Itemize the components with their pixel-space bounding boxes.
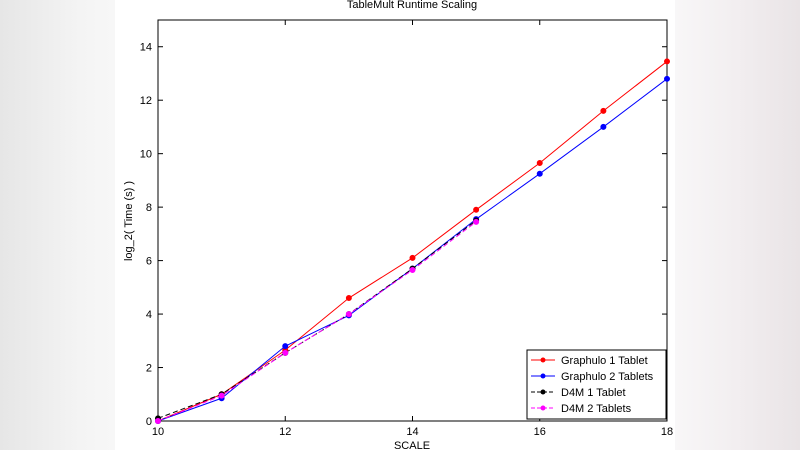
x-axis-label: SCALE — [394, 440, 430, 450]
figure-panel: TableMult Runtime Scaling 10 12 14 16 18 0 2 4 6… — [115, 0, 675, 450]
data-point — [473, 206, 480, 213]
x-tick-label: 10 — [152, 426, 164, 438]
series-line — [157, 221, 477, 422]
data-point — [473, 218, 480, 225]
y-tick-label: 14 — [140, 42, 152, 54]
x-tick-label: 14 — [406, 426, 418, 438]
data-point — [155, 418, 161, 424]
y-tick-label: 8 — [146, 202, 152, 214]
runtime-scaling-chart: TableMult Runtime Scaling 10 12 14 16 18 0 2 4 6… — [123, 0, 673, 450]
data-point — [664, 75, 670, 82]
legend-label: Graphulo 1 Tablet — [561, 355, 648, 367]
y-tick-label: 10 — [140, 149, 152, 161]
data-point — [218, 392, 225, 399]
data-point — [536, 160, 543, 167]
y-tick-label: 4 — [146, 309, 152, 321]
legend-marker — [540, 357, 546, 363]
data-point — [600, 123, 607, 130]
data-point — [282, 343, 289, 350]
y-tick-label: 0 — [146, 416, 152, 428]
legend-marker — [540, 405, 546, 411]
x-tick-label: 12 — [279, 426, 291, 438]
x-tick-label: 16 — [534, 426, 546, 438]
y-tick-label: 12 — [140, 95, 152, 107]
legend: Graphulo 1 Tablet Graphulo 2 Tablets D4M 1… — [526, 349, 667, 420]
data-point — [600, 107, 607, 114]
chart-title: TableMult Runtime Scaling — [347, 0, 477, 11]
data-point — [282, 349, 289, 356]
legend-marker — [540, 389, 546, 395]
legend-label: Graphulo 2 Tablets — [561, 371, 654, 383]
data-point — [664, 58, 670, 65]
y-tick-label: 2 — [146, 363, 152, 375]
data-point — [345, 311, 352, 318]
data-point — [409, 254, 416, 261]
y-tick-label: 6 — [146, 256, 152, 268]
data-point — [536, 170, 543, 177]
data-point — [345, 295, 352, 302]
legend-label: D4M 2 Tablets — [561, 403, 632, 415]
data-point — [409, 266, 416, 273]
legend-marker — [540, 373, 546, 379]
legend-label: D4M 1 Tablet — [561, 387, 626, 399]
series-line — [157, 220, 477, 419]
y-axis-label: log_2( Time (s) ) — [123, 181, 135, 261]
x-tick-label: 18 — [661, 426, 673, 438]
series-points — [155, 58, 670, 424]
